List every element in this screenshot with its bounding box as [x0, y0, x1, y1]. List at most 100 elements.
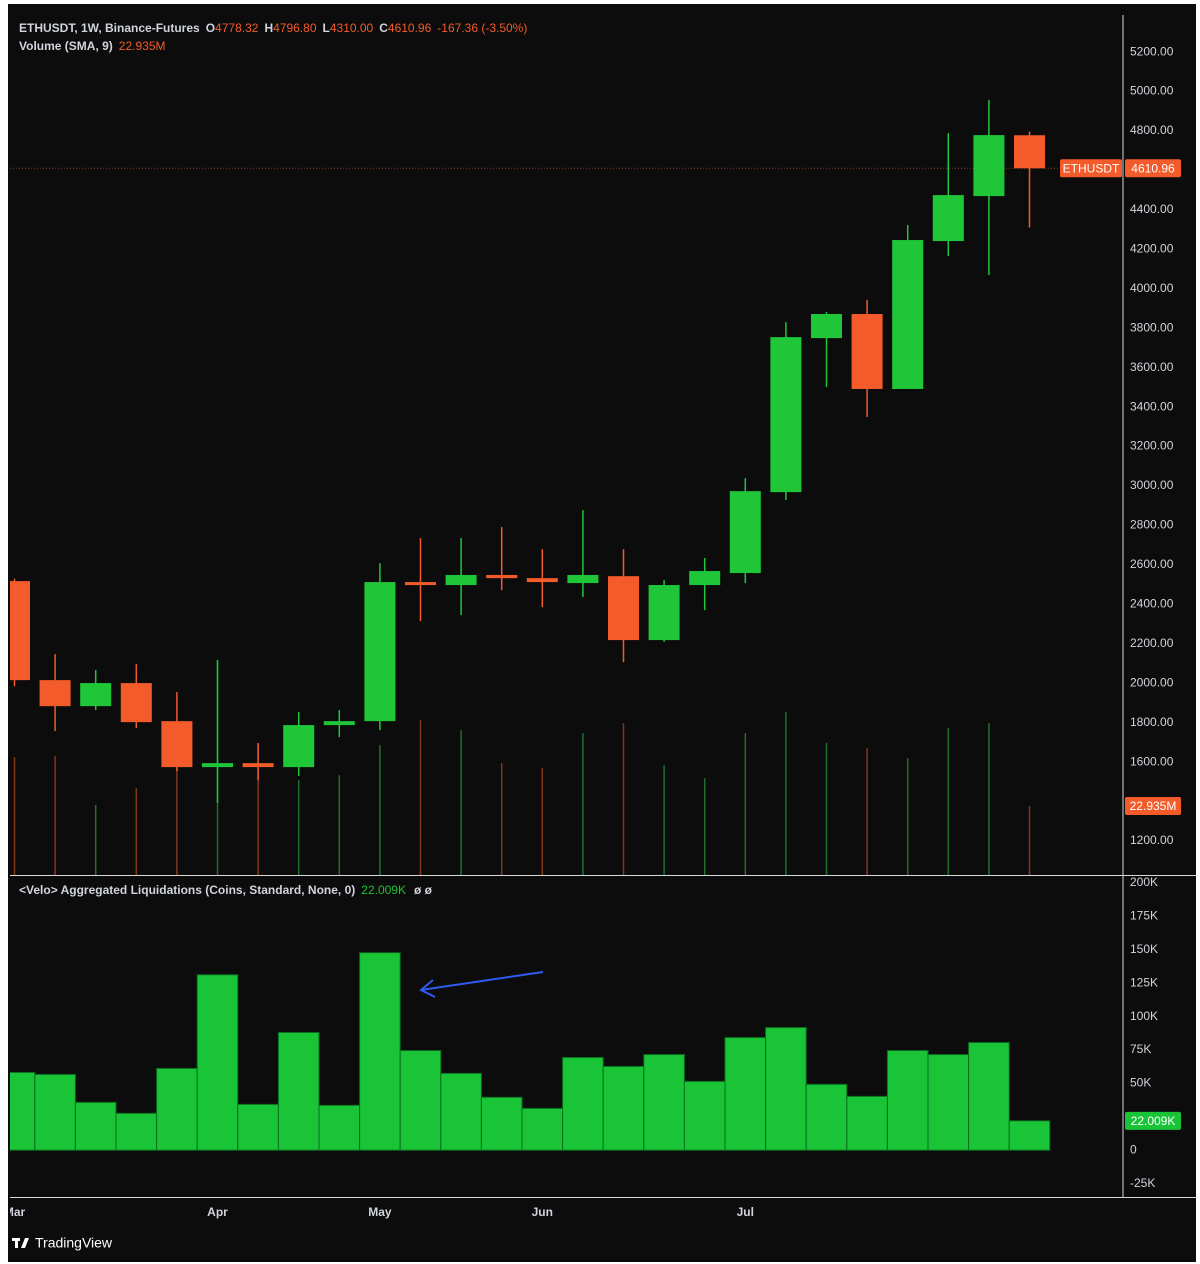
- y-tick-label: 2600.00: [1130, 557, 1174, 571]
- legend-key: L: [323, 21, 330, 35]
- candle-body: [445, 574, 477, 586]
- candle-body: [283, 725, 315, 768]
- bar: [968, 1042, 1010, 1151]
- bar: [886, 1050, 929, 1151]
- liquidation-tag: 22.009K: [1131, 1114, 1176, 1128]
- bar: [643, 1054, 685, 1151]
- bar: [683, 1080, 726, 1151]
- bar: [480, 1096, 523, 1151]
- brand: TradingView: [35, 1235, 113, 1251]
- candle-body: [323, 721, 355, 726]
- candle-body: [811, 314, 842, 339]
- x-tick-label: May: [368, 1205, 392, 1219]
- legend-value: 4778.32: [215, 21, 259, 35]
- candle-body: [486, 574, 518, 579]
- y-tick-label: 4000.00: [1130, 281, 1174, 295]
- x-tick-label: Apr: [207, 1205, 228, 1219]
- candle-body: [973, 135, 1005, 197]
- bar: [440, 1072, 482, 1151]
- price-tag-symbol: ETHUSDT: [1063, 161, 1120, 175]
- candle-body: [770, 337, 802, 493]
- candle-body: [10, 581, 30, 681]
- arrow-annotation: [419, 971, 544, 998]
- y-tick-label: 2800.00: [1130, 518, 1174, 532]
- liquidation-value: 22.009K: [361, 883, 406, 897]
- bar: [196, 974, 239, 1151]
- candle-body: [892, 240, 924, 389]
- y-tick-label: 1200.00: [1130, 833, 1174, 847]
- candle-body: [689, 571, 721, 586]
- y-tick-label: 3200.00: [1130, 439, 1174, 453]
- y-tick-label: 75K: [1130, 1042, 1151, 1056]
- legend-symbol: ETHUSDT, 1W, Binance-Futures: [19, 21, 200, 35]
- candle-body: [567, 574, 599, 584]
- y-tick-label: 2400.00: [1130, 597, 1174, 611]
- bar: [602, 1065, 645, 1151]
- y-tick-label: -25K: [1130, 1176, 1155, 1190]
- y-tick-label: 3800.00: [1130, 320, 1174, 334]
- y-tick-label: 5200.00: [1130, 44, 1174, 58]
- legend-key: C: [379, 21, 388, 35]
- y-tick-label: 50K: [1130, 1076, 1151, 1090]
- bar: [1008, 1120, 1051, 1151]
- y-tick-label: 4400.00: [1130, 202, 1174, 216]
- y-tick-label: 150K: [1130, 942, 1158, 956]
- candle-body: [405, 582, 436, 586]
- liquidation-tag-bg: [1125, 1111, 1181, 1130]
- y-tick-label: 100K: [1130, 1009, 1158, 1023]
- x-tick-label: Jul: [737, 1205, 754, 1219]
- candle-body: [851, 314, 883, 389]
- legend-key: O: [206, 21, 215, 35]
- volume-name: Volume (SMA, 9): [19, 39, 113, 53]
- y-tick-label: 2000.00: [1130, 675, 1174, 689]
- bar: [805, 1083, 848, 1151]
- y-tick-label: 4200.00: [1130, 242, 1174, 256]
- candle-body: [729, 491, 761, 574]
- legend-value: 4796.80: [273, 21, 317, 35]
- bar: [399, 1050, 442, 1151]
- y-tick-label: 5000.00: [1130, 84, 1174, 98]
- y-tick-label: 1800.00: [1130, 715, 1174, 729]
- x-tick-label: Mar: [4, 1205, 26, 1219]
- liquidation-status: ø ø: [414, 883, 433, 897]
- liquidation-pane: [10, 952, 1051, 1151]
- bar: [521, 1107, 564, 1151]
- liquidation-legend: <Velo> Aggregated Liquidations (Coins, S…: [19, 883, 433, 897]
- y-tick-label: 1600.00: [1130, 754, 1174, 768]
- legend-value: 4310.00: [330, 21, 374, 35]
- y-tick-label: 3400.00: [1130, 399, 1174, 413]
- bar: [34, 1073, 76, 1151]
- candle-body: [161, 721, 193, 768]
- arrow-head: [419, 979, 436, 998]
- bar: [318, 1104, 361, 1151]
- y-tick-label: 4800.00: [1130, 123, 1174, 137]
- bar: [156, 1067, 198, 1151]
- candle-body: [932, 195, 964, 242]
- y-tick-label: 2200.00: [1130, 636, 1174, 650]
- candle-body: [648, 585, 680, 641]
- logo-mark: [21, 1238, 29, 1248]
- price-pane: [10, 100, 1123, 875]
- liquidation-title: <Velo> Aggregated Liquidations (Coins, S…: [19, 883, 355, 897]
- legend-value: 4610.96: [388, 21, 432, 35]
- price-tag-symbol-bg: [1060, 159, 1122, 178]
- candle-body: [1014, 135, 1045, 169]
- logo-mark: [15, 1238, 18, 1248]
- time-axis: Mar Apr May Jun Jul: [4, 1205, 754, 1219]
- y-tick-label: 175K: [1130, 909, 1158, 923]
- bar: [10, 1071, 36, 1151]
- bar: [765, 1027, 807, 1151]
- candle-body: [364, 582, 396, 722]
- volume-value: 22.935M: [119, 39, 166, 53]
- bar: [115, 1112, 158, 1151]
- candle-body: [608, 576, 639, 641]
- logo: TradingView: [12, 1235, 113, 1251]
- bar: [562, 1056, 604, 1151]
- volume-legend: Volume (SMA, 9) 22.935M: [19, 39, 166, 53]
- bar: [277, 1031, 320, 1151]
- price-tag-bg: [1125, 159, 1181, 178]
- y-tick-label: 200K: [1130, 875, 1158, 889]
- price-tag: 4610.96: [1131, 161, 1175, 175]
- x-tick-label: Jun: [532, 1205, 553, 1219]
